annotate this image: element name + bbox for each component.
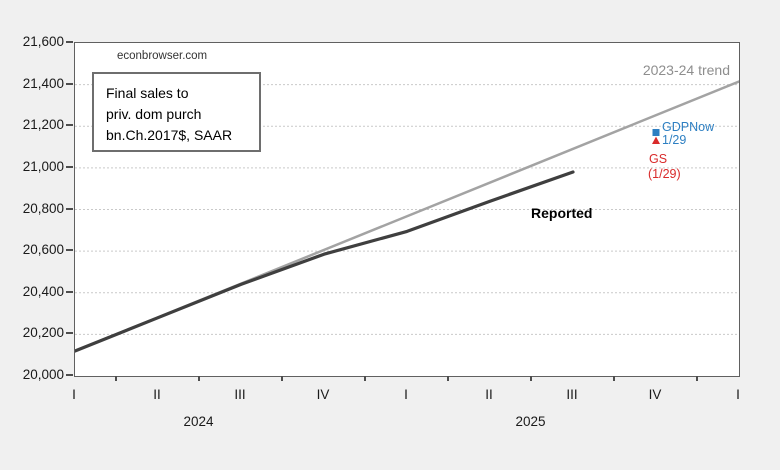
y-axis-label: 20,600	[22, 242, 64, 258]
gdpnow-label: GDPNow	[662, 120, 715, 134]
gs-label: GS	[649, 152, 668, 166]
x-axis-tick	[529, 376, 532, 381]
x-axis-label-year: 2024	[183, 414, 214, 429]
y-axis-label: 21,200	[22, 117, 64, 133]
x-axis-tick	[612, 376, 615, 381]
x-axis-label-quarter: III	[234, 387, 246, 402]
chart-svg	[75, 80, 739, 353]
y-axis-label: 21,400	[22, 75, 64, 91]
trend-series-label: 2023-24 trend	[642, 62, 730, 78]
x-axis-tick	[363, 376, 366, 381]
x-axis-label-quarter: II	[485, 387, 493, 402]
y-axis-label: 20,000	[22, 367, 64, 382]
y-axis-tick	[66, 41, 73, 43]
x-axis-tick	[197, 376, 200, 381]
x-axis-label-quarter: IV	[648, 387, 662, 402]
x-axis-label-quarter: IV	[316, 387, 330, 402]
chart-title-line2: priv. dom purch	[106, 106, 202, 122]
gs-date-label: (1/29)	[648, 167, 681, 181]
chart-title-line1: Final sales to	[106, 85, 189, 101]
gdpnow-date-label: 1/29	[662, 133, 687, 147]
y-axis-tick	[66, 290, 73, 293]
x-axis-label-quarter: I	[736, 387, 740, 402]
y-axis-tick	[66, 82, 73, 85]
x-axis-label-quarter: I	[404, 387, 408, 402]
y-axis-label: 20,800	[22, 200, 64, 216]
triangle-marker-gs-1-29-	[652, 136, 660, 145]
y-axis-tick	[66, 165, 73, 168]
x-axis-tick	[446, 376, 449, 381]
y-axis-label: 21,000	[22, 158, 64, 174]
watermark: econbrowser.com	[117, 50, 208, 62]
y-axis-label: 20,200	[22, 325, 64, 341]
chart-title-line3: bn.Ch.2017$, SAAR	[106, 127, 233, 143]
x-axis-tick	[114, 376, 117, 381]
series-line-reported	[75, 170, 575, 353]
x-axis-label-year: 2025	[515, 414, 546, 429]
x-axis-label-quarter: III	[566, 387, 578, 402]
y-axis-tick	[66, 374, 73, 376]
y-axis-tick	[66, 249, 73, 252]
y-axis-label: 21,600	[22, 34, 64, 49]
y-axis-tick	[66, 332, 73, 335]
y-axis-label: 20,400	[22, 283, 64, 299]
y-axis-tick	[66, 207, 73, 210]
reported-series-label: Reported	[531, 205, 593, 221]
y-axis-tick	[66, 124, 73, 127]
x-axis-label-quarter: II	[153, 387, 161, 402]
chart-title-box: Final sales to priv. dom purch bn.Ch.201…	[92, 72, 261, 152]
x-axis-tick	[695, 376, 698, 381]
x-axis-label-quarter: I	[72, 387, 76, 402]
x-axis-tick	[280, 376, 283, 381]
square-marker-gdpnow-1-29	[652, 128, 660, 136]
